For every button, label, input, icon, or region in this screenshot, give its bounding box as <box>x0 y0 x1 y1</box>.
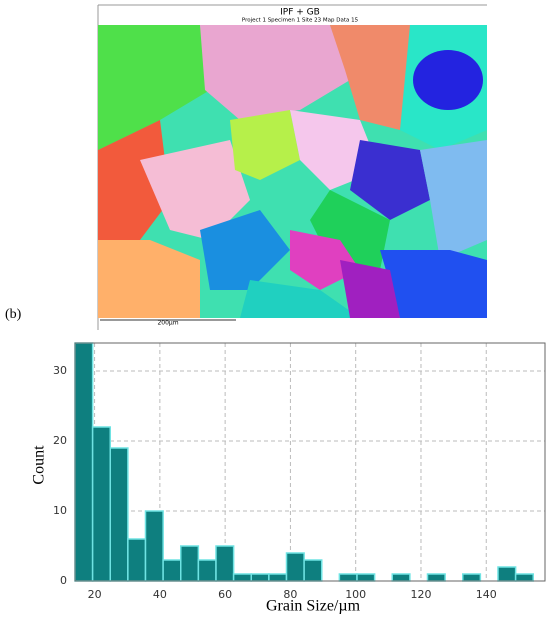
bar <box>109 447 129 582</box>
x-axis-label: Grain Size/µm <box>266 598 361 615</box>
bar <box>215 545 235 582</box>
bar <box>285 552 305 582</box>
bar <box>162 559 182 582</box>
bar <box>197 559 217 582</box>
plot-frame <box>74 342 546 582</box>
bar <box>391 573 411 582</box>
bar <box>250 573 270 582</box>
bar <box>356 573 376 582</box>
bar <box>232 573 252 582</box>
map-title: IPF + GB <box>280 8 320 18</box>
y-tick-label: 10 <box>53 504 67 517</box>
bar <box>303 559 323 582</box>
bar <box>462 573 482 582</box>
bar <box>91 426 111 582</box>
bar <box>497 566 517 582</box>
x-tick-label: 20 <box>88 588 102 601</box>
map-subtitle: Project 1 Specimen 1 Site 23 Map Data 15 <box>242 18 359 24</box>
x-tick-label: 140 <box>476 588 497 601</box>
x-tick-label: 120 <box>410 588 431 601</box>
bar <box>338 573 358 582</box>
x-tick-label: 80 <box>283 588 297 601</box>
x-tick-label: 100 <box>345 588 366 601</box>
y-tick-label: 30 <box>53 364 67 377</box>
x-tick-label: 60 <box>218 588 232 601</box>
y-tick-label: 0 <box>60 574 67 587</box>
scale-bar-label: 200µm <box>157 320 178 327</box>
bar <box>127 538 147 582</box>
bar <box>74 342 94 582</box>
panel-label: (b) <box>5 307 22 322</box>
x-tick-label: 40 <box>153 588 167 601</box>
ebsd-map <box>98 25 487 318</box>
bar <box>268 573 288 582</box>
bar <box>426 573 446 582</box>
bar <box>180 545 200 582</box>
bar <box>144 510 164 582</box>
y-axis-label: Count <box>31 445 48 485</box>
y-tick-label: 20 <box>53 434 67 447</box>
bar <box>514 573 534 582</box>
